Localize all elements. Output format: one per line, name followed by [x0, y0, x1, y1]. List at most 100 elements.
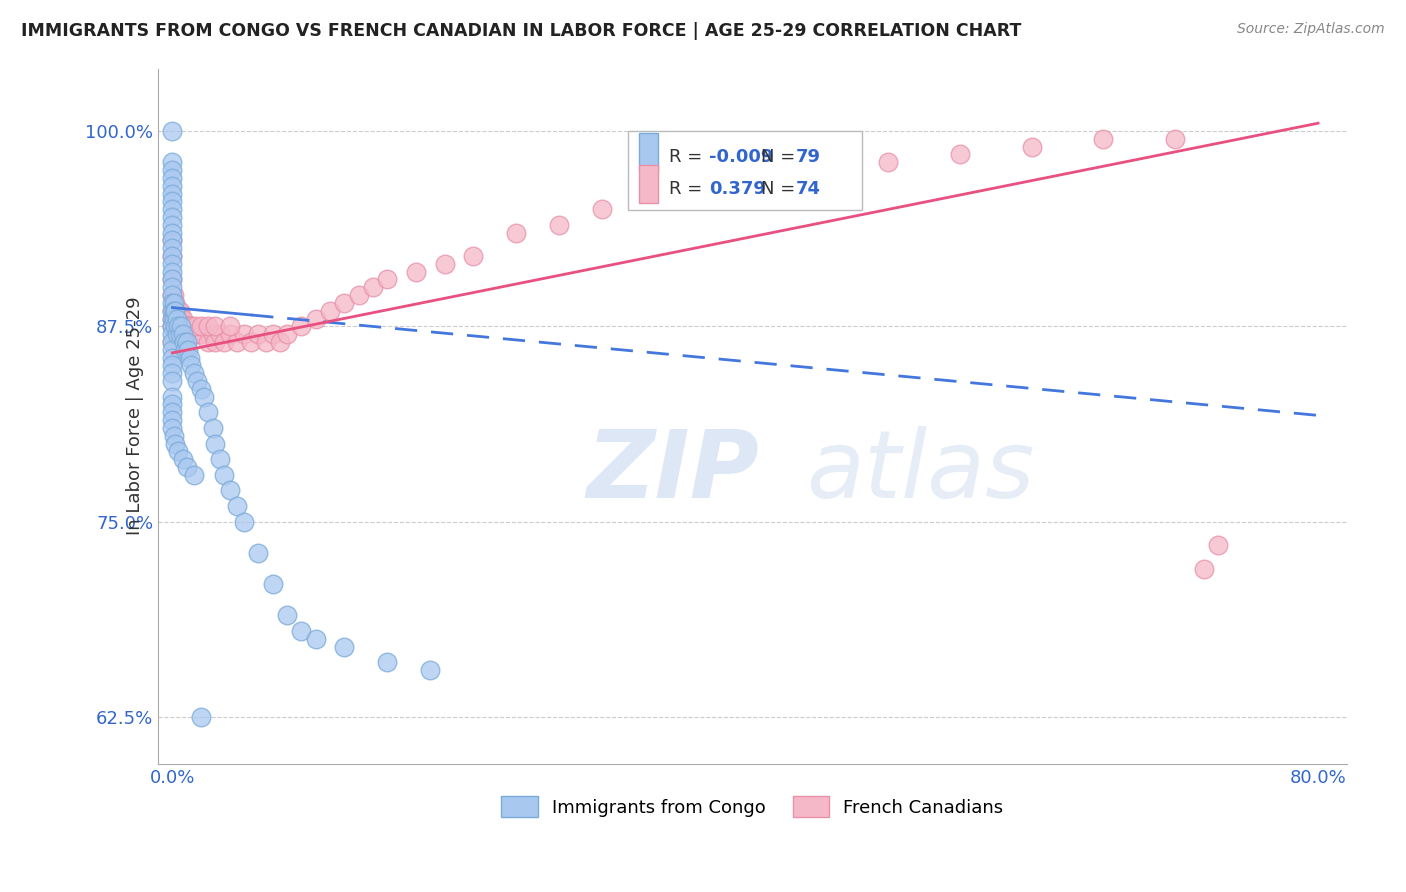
Point [163, 303, 186, 318]
Point [183, 366, 205, 380]
Point [201, 421, 224, 435]
Point [949, 147, 972, 161]
Point [212, 334, 235, 349]
Point [361, 280, 384, 294]
Point [218, 319, 240, 334]
Point [212, 467, 235, 482]
Point [190, 319, 212, 334]
Point [173, 334, 195, 349]
Point [162, 421, 184, 435]
Point [162, 257, 184, 271]
Point [162, 334, 184, 349]
Point [163, 303, 186, 318]
Point [166, 327, 188, 342]
Point [208, 327, 231, 342]
Point [204, 319, 226, 334]
Point [305, 632, 328, 646]
Point [162, 359, 184, 373]
Point [419, 663, 441, 677]
Point [166, 319, 188, 334]
Point [167, 319, 190, 334]
Point [262, 327, 284, 342]
Point [170, 311, 193, 326]
Point [163, 311, 186, 326]
Point [176, 334, 198, 349]
Point [167, 444, 190, 458]
Point [162, 303, 184, 318]
Point [162, 272, 184, 286]
Point [162, 366, 184, 380]
Point [176, 459, 198, 474]
Point [186, 374, 208, 388]
Point [201, 327, 224, 342]
Point [162, 202, 184, 216]
Text: 0.379: 0.379 [709, 180, 766, 198]
Point [176, 319, 198, 334]
Point [165, 296, 187, 310]
Point [254, 334, 277, 349]
Point [319, 303, 342, 318]
Point [1092, 132, 1115, 146]
Text: N =: N = [761, 180, 794, 198]
Point [204, 436, 226, 450]
Point [548, 218, 571, 232]
Point [226, 499, 249, 513]
Point [169, 327, 191, 342]
Point [197, 405, 219, 419]
Point [676, 178, 699, 193]
Text: R =: R = [669, 148, 703, 166]
Point [276, 327, 298, 342]
Point [375, 655, 398, 669]
Point [193, 390, 215, 404]
Point [375, 272, 398, 286]
Point [162, 233, 184, 247]
Point [166, 303, 188, 318]
Point [204, 334, 226, 349]
Point [162, 163, 184, 178]
Point [197, 319, 219, 334]
Point [162, 319, 184, 334]
Point [177, 343, 200, 357]
Point [262, 577, 284, 591]
Point [183, 467, 205, 482]
Point [174, 343, 197, 357]
Point [162, 303, 184, 318]
Point [165, 436, 187, 450]
Point [347, 288, 370, 302]
Point [172, 319, 194, 334]
Point [162, 155, 184, 169]
Point [162, 397, 184, 411]
Point [162, 249, 184, 263]
Point [169, 303, 191, 318]
Point [333, 640, 356, 654]
Point [181, 327, 204, 342]
Point [162, 210, 184, 224]
Text: ZIP: ZIP [586, 425, 759, 517]
Point [1206, 538, 1229, 552]
Point [162, 405, 184, 419]
Point [190, 382, 212, 396]
Point [180, 319, 202, 334]
Point [162, 319, 184, 334]
Point [162, 390, 184, 404]
Point [165, 303, 187, 318]
Point [877, 155, 900, 169]
Point [1164, 132, 1187, 146]
Point [269, 334, 291, 349]
Point [806, 163, 828, 178]
Point [162, 327, 184, 342]
Point [184, 327, 207, 342]
Point [333, 296, 356, 310]
Point [162, 218, 184, 232]
Point [174, 319, 197, 334]
Point [197, 334, 219, 349]
Text: Source: ZipAtlas.com: Source: ZipAtlas.com [1237, 22, 1385, 37]
Point [233, 515, 256, 529]
Point [190, 710, 212, 724]
Point [162, 194, 184, 209]
Point [218, 327, 240, 342]
Text: N =: N = [761, 148, 794, 166]
Point [505, 226, 527, 240]
Point [162, 249, 184, 263]
Point [162, 319, 184, 334]
